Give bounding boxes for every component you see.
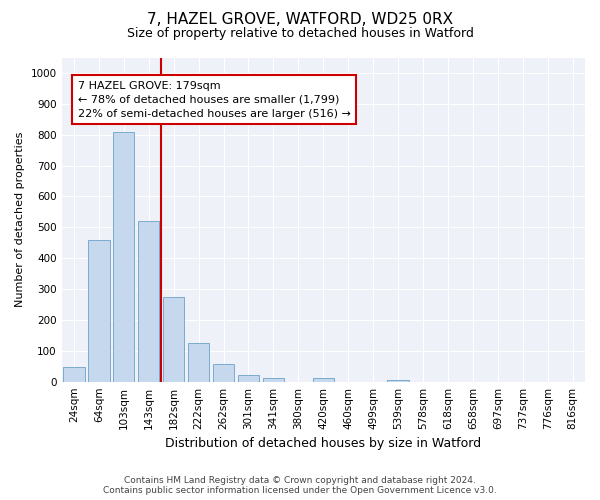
Bar	[263, 378, 284, 382]
Bar	[163, 297, 184, 382]
Bar	[213, 364, 234, 382]
Bar	[238, 375, 259, 382]
Text: 7 HAZEL GROVE: 179sqm
← 78% of detached houses are smaller (1,799)
22% of semi-d: 7 HAZEL GROVE: 179sqm ← 78% of detached …	[78, 80, 350, 118]
Bar	[88, 240, 110, 382]
Text: Contains HM Land Registry data © Crown copyright and database right 2024.
Contai: Contains HM Land Registry data © Crown c…	[103, 476, 497, 495]
Bar	[388, 380, 409, 382]
Bar	[113, 132, 134, 382]
Y-axis label: Number of detached properties: Number of detached properties	[15, 132, 25, 308]
Bar	[64, 368, 85, 382]
X-axis label: Distribution of detached houses by size in Watford: Distribution of detached houses by size …	[165, 437, 481, 450]
Bar	[188, 343, 209, 382]
Text: Size of property relative to detached houses in Watford: Size of property relative to detached ho…	[127, 28, 473, 40]
Text: 7, HAZEL GROVE, WATFORD, WD25 0RX: 7, HAZEL GROVE, WATFORD, WD25 0RX	[147, 12, 453, 28]
Bar	[138, 221, 160, 382]
Bar	[313, 378, 334, 382]
